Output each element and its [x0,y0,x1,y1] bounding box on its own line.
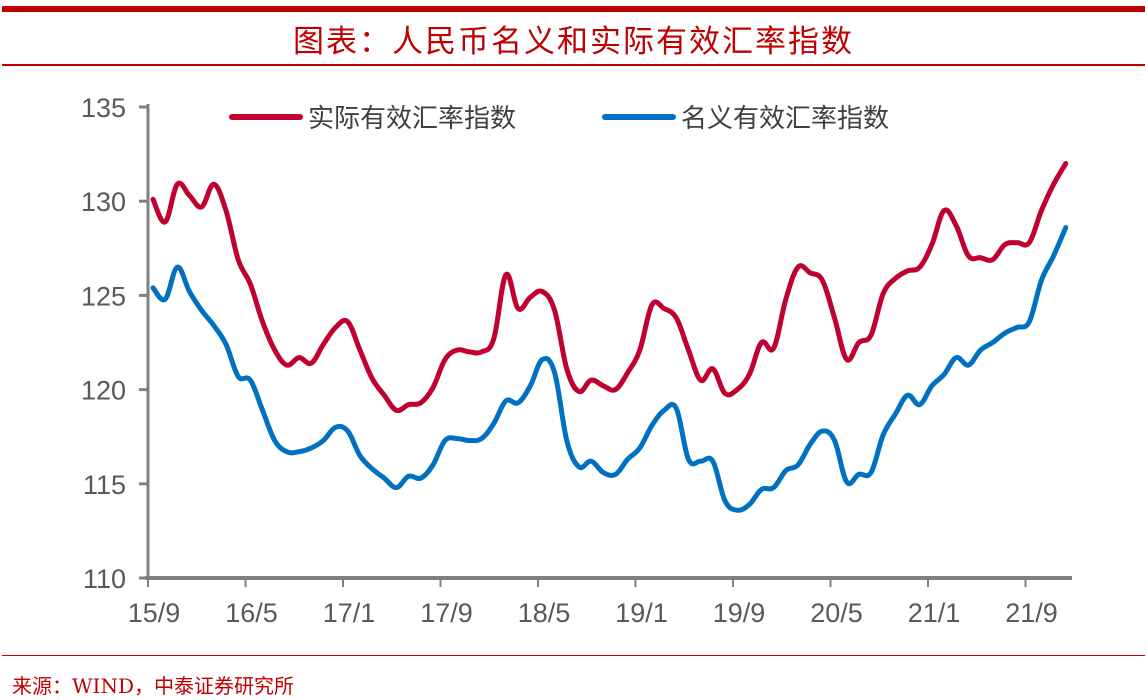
x-tick-label: 15/9 [128,598,181,628]
x-tick-label: 21/9 [1005,598,1058,628]
y-tick-label: 130 [81,187,126,217]
legend-label: 名义有效汇率指数 [681,104,889,134]
legend: 实际有效汇率指数 名义有效汇率指数 [229,104,889,134]
chart-title: 图表：人民币名义和实际有效汇率指数 [293,24,854,60]
x-tick-label: 17/1 [323,598,376,628]
series-lines [150,161,1069,513]
legend-label: 实际有效汇率指数 [308,104,516,134]
x-tick-label: 21/1 [908,598,961,628]
real-eer-line [150,161,1069,414]
y-tick-label: 135 [81,93,126,123]
x-tick-label: 19/1 [615,598,668,628]
y-tick-label: 125 [81,281,126,311]
x-tick-label: 19/9 [713,598,766,628]
title-rule [2,64,1145,66]
y-axis: 110 115 120 125 130 135 [81,93,150,594]
x-tick-label: 18/5 [518,598,571,628]
footer-rule [2,655,1145,656]
y-tick-label: 110 [83,564,126,594]
x-tick-label: 16/5 [225,598,278,628]
y-tick-label: 115 [83,470,126,500]
x-axis: 15/9 16/5 17/1 17/9 18/5 19/1 19/9 20/5 21/1 21/9 [128,576,1072,628]
x-tick-label: 17/9 [420,598,473,628]
top-border [2,6,1145,12]
x-tick-label: 20/5 [810,598,863,628]
nominal-eer-line [150,225,1069,513]
y-tick-label: 120 [81,376,126,406]
source-note: 来源：WIND，中泰证券研究所 [12,674,294,698]
